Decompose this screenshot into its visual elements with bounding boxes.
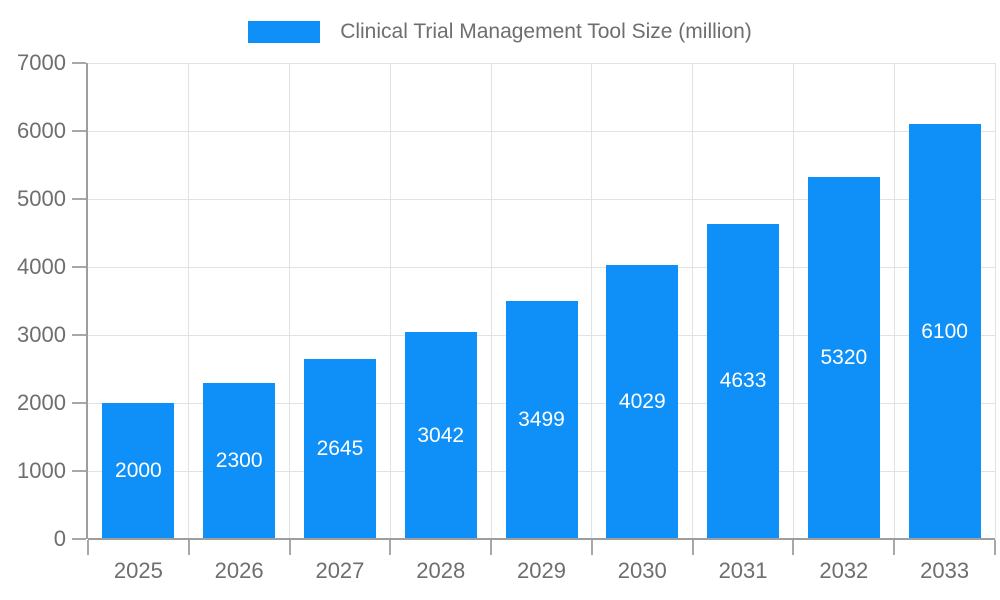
y-axis-label: 3000 [17, 322, 66, 347]
y-axis-tick [72, 470, 86, 472]
y-axis-tick [72, 62, 86, 64]
y-axis-tick [72, 402, 86, 404]
y-axis-label: 1000 [17, 458, 66, 483]
bar: 3042 [404, 332, 477, 539]
gridline-horizontal [88, 198, 995, 200]
x-axis-tick [490, 540, 493, 555]
legend-swatch [248, 21, 321, 43]
gridline-vertical [591, 63, 593, 539]
y-axis-tick [72, 266, 86, 268]
y-axis-label: 7000 [17, 50, 66, 75]
bar: 2000 [102, 403, 175, 539]
gridline-horizontal [88, 130, 995, 132]
x-axis-label: 2031 [718, 558, 768, 583]
legend[interactable]: Clinical Trial Management Tool Size (mil… [0, 20, 1000, 44]
y-axis-tick [72, 538, 86, 540]
x-axis-tick [389, 540, 392, 555]
x-axis-label: 2026 [214, 558, 264, 583]
x-axis-label: 2025 [113, 558, 163, 583]
bar-value-label: 6100 [921, 319, 968, 343]
y-axis-tick [72, 198, 86, 200]
bar: 6100 [908, 124, 981, 539]
bar: 2645 [303, 359, 376, 539]
x-axis-tick [994, 540, 996, 555]
x-axis-tick [792, 540, 795, 555]
gridline-vertical [692, 63, 694, 539]
bar-value-label: 3499 [518, 408, 565, 432]
y-axis-label: 4000 [17, 254, 66, 279]
y-axis-tick [72, 334, 86, 336]
x-axis-tick [691, 540, 694, 555]
gridline-vertical [994, 63, 996, 539]
y-axis-tick [72, 130, 86, 132]
gridline-vertical [389, 63, 391, 539]
bar-value-label: 2000 [115, 459, 162, 482]
gridline-horizontal [88, 266, 995, 268]
gridline-vertical [792, 63, 794, 539]
gridline-vertical [490, 63, 492, 539]
bar-value-label: 2645 [316, 437, 364, 461]
gridline-vertical [289, 63, 291, 539]
x-axis-label: 2030 [617, 558, 667, 583]
x-axis-label: 2027 [315, 558, 365, 583]
x-axis-tick [590, 540, 593, 555]
y-axis-label: 6000 [17, 118, 66, 143]
bar: 3499 [505, 301, 578, 539]
bar-value-label: 5320 [820, 346, 868, 370]
y-axis-label: 5000 [17, 186, 66, 211]
x-axis-label: 2032 [819, 558, 869, 583]
gridline-vertical [893, 63, 895, 539]
x-axis-tick [893, 540, 896, 555]
bar-value-label: 4633 [719, 369, 767, 393]
x-axis-line [88, 538, 995, 540]
y-axis-label: 2000 [17, 390, 66, 415]
x-axis-label: 2028 [416, 558, 466, 583]
bar: 4633 [707, 223, 780, 539]
bar-value-label: 4029 [618, 390, 666, 413]
gridline-vertical [188, 63, 190, 539]
bar: 4029 [606, 265, 679, 539]
y-axis-label: 0 [53, 526, 66, 551]
x-axis-tick [187, 540, 190, 555]
gridline-horizontal [88, 62, 995, 64]
x-axis-label: 2033 [920, 558, 970, 583]
bar: 2300 [203, 382, 276, 539]
bar-value-label: 2300 [215, 448, 263, 472]
x-axis-label: 2029 [517, 558, 566, 583]
x-axis-tick [87, 540, 89, 555]
legend-label: Clinical Trial Management Tool Size (mil… [340, 20, 752, 43]
x-axis-tick [288, 540, 291, 555]
y-axis-line [86, 63, 88, 539]
bar-value-label: 3042 [417, 423, 465, 447]
bar: 5320 [807, 177, 880, 539]
